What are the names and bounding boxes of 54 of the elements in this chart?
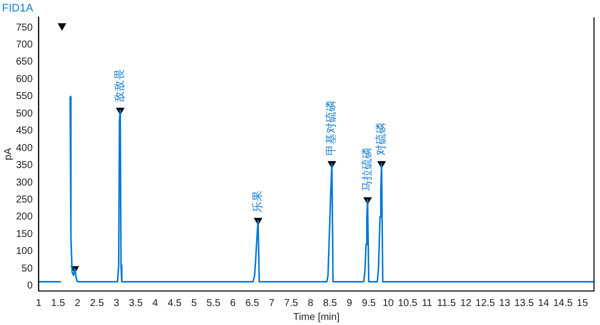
x-tick-label: 9.5 [362, 298, 376, 309]
y-tick-label: 200 [16, 212, 34, 223]
annotation: 敌敌畏 [113, 69, 126, 102]
x-tick-label: 2 [74, 298, 81, 309]
x-tick-label: 5.5 [206, 298, 221, 309]
x-tick-label: 8 [308, 298, 314, 309]
annotation: 马拉硫磷 [360, 148, 374, 192]
x-tick-label: 14.5 [553, 298, 574, 309]
x-tick-label: 7.5 [284, 298, 298, 309]
y-tick-label: 450 [16, 126, 34, 137]
y-tick-label: 650 [16, 56, 34, 68]
x-tick-label: 7 [268, 298, 275, 309]
annotation: 甲基对硫磷 [324, 100, 338, 156]
x-tick-label: 10.5 [398, 298, 418, 309]
x-tick-label: 9 [346, 298, 353, 309]
y-tick-label: 350 [16, 160, 34, 172]
x-tick-label: 14 [538, 298, 550, 309]
x-tick-label: 15 [576, 298, 588, 309]
point [58, 23, 66, 30]
y-tick-label: 50 [22, 263, 34, 274]
annotation: 对硫磷 [374, 122, 388, 156]
y-axis-title: pA [2, 148, 14, 160]
x-tick-label: 3.5 [128, 298, 144, 309]
y-tick-label: 0 [27, 280, 34, 292]
y-tick-label: 600 [16, 74, 34, 85]
y-tick-label: 150 [16, 228, 34, 240]
x-tick-label: 10 [382, 298, 394, 309]
y-tick-label: 250 [16, 194, 34, 206]
y-tick-label: 750 [16, 22, 34, 34]
x-tick-label: 13 [499, 298, 511, 309]
x-tick-label: 6 [230, 298, 236, 309]
annotation: 乐果 [250, 190, 264, 212]
y-tick-label: 700 [16, 40, 34, 50]
x-tick-label: 4.5 [168, 298, 182, 309]
y-tick-label: 550 [16, 91, 34, 102]
x-tick-label: 6.5 [245, 298, 260, 309]
y-tick-label: 500 [16, 108, 34, 120]
x-tick-label: 8.5 [322, 298, 338, 309]
y-tick-label: 300 [16, 177, 34, 188]
x-tick-label: 5 [191, 298, 198, 309]
x-tick-label: 11.5 [437, 298, 456, 309]
x-tick-label: 13.5 [514, 298, 534, 309]
x-tick-label: 1.5 [51, 298, 66, 309]
x-axis-title: Time [min] [293, 312, 340, 323]
x-tick-label: 12 [460, 298, 472, 309]
y-tick-label: 100 [16, 246, 34, 258]
x-tick-label: 12.5 [476, 298, 496, 309]
y-tick-label: 400 [16, 142, 34, 154]
x-tick-label: 11 [422, 298, 433, 309]
x-tick-label: 2.5 [90, 298, 104, 309]
x-tick-label: 4 [152, 298, 158, 309]
x-tick-label: 1 [36, 298, 42, 309]
x-tick-label: 3 [114, 298, 120, 309]
chart-title: FID1A [2, 2, 34, 15]
